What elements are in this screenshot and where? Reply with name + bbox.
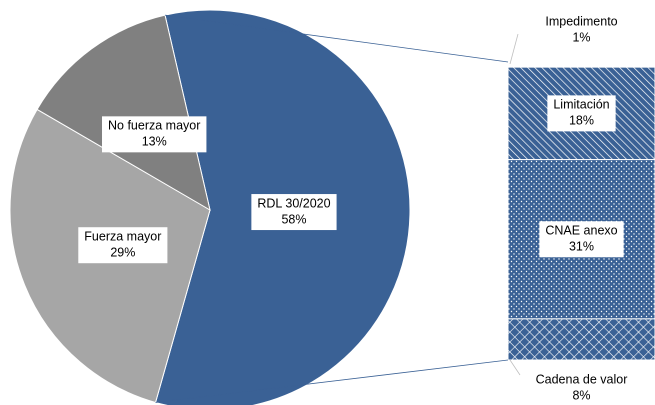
value-label: 13% <box>142 135 167 149</box>
connector-line <box>164 14 509 63</box>
value-label: 18% <box>569 114 594 128</box>
data-label: RDL 30/2020 58% <box>251 194 337 231</box>
label-box <box>529 370 634 405</box>
label-box <box>547 95 616 132</box>
label-box <box>539 221 624 258</box>
value-label: 1% <box>572 30 590 44</box>
bar-segment <box>507 318 655 361</box>
value-label: 58% <box>281 212 306 226</box>
data-label: Fuerza mayor 29% <box>78 227 168 264</box>
category-label: Fuerza mayor <box>84 230 161 244</box>
label-box <box>78 227 168 264</box>
pie-slice <box>36 14 211 212</box>
label-box <box>102 116 207 153</box>
value-label: 31% <box>569 240 594 254</box>
leader-line <box>509 33 519 65</box>
bar-segment <box>507 61 655 68</box>
leader-line <box>509 359 521 376</box>
category-label: Cadena de valor <box>536 372 628 386</box>
data-label: Cadena de valor 8% <box>529 370 634 405</box>
label-box <box>251 194 337 231</box>
data-label: CNAE anexo 31% <box>539 221 624 258</box>
category-label: Impedimento <box>545 14 617 28</box>
value-label: 8% <box>572 388 590 402</box>
category-label: Limitación <box>553 98 609 112</box>
connector-line <box>155 359 509 403</box>
category-label: No fuerza mayor <box>108 119 200 133</box>
data-label: Impedimento 1% <box>539 12 624 48</box>
value-label: 29% <box>110 246 135 260</box>
category-label: CNAE anexo <box>545 224 617 238</box>
label-box <box>539 12 624 48</box>
data-label: Limitación 18% <box>547 95 616 132</box>
data-label: No fuerza mayor 13% <box>102 116 207 153</box>
category-label: RDL 30/2020 <box>257 196 330 210</box>
